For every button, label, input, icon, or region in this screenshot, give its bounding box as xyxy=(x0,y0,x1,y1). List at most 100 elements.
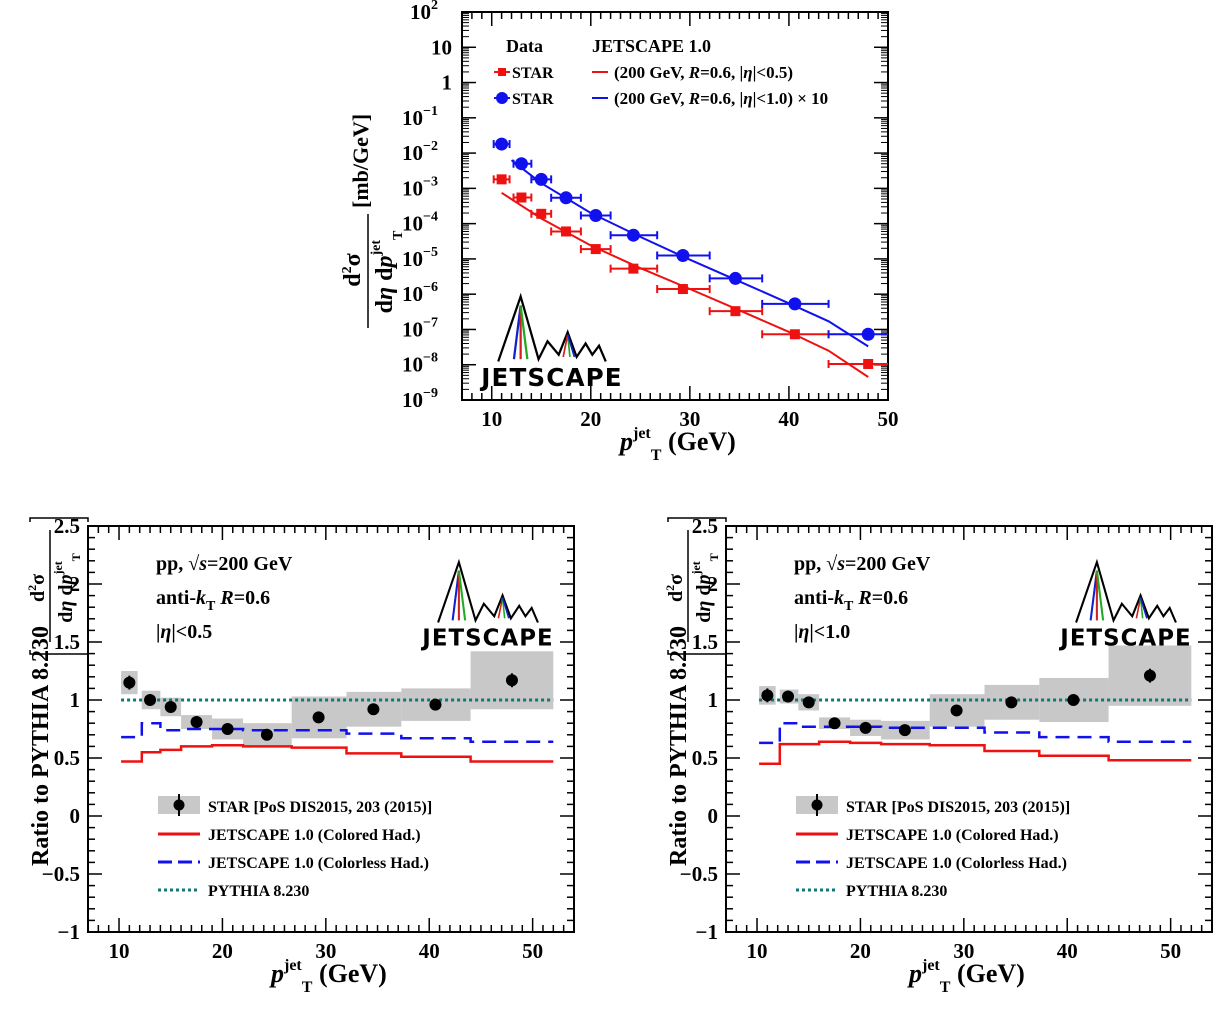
data-point-circle xyxy=(534,172,548,186)
legend-label: JETSCAPE 1.0 (Colored Had.) xyxy=(208,827,421,844)
legend-data-header: Data xyxy=(506,36,543,56)
star-point xyxy=(367,703,380,716)
logo-line-blue-2 xyxy=(501,597,510,619)
y-tick-label: 10−3 xyxy=(402,174,438,200)
y-tick-label: 1 xyxy=(70,688,81,712)
logo-line-green xyxy=(457,570,467,621)
x-tick-label: 50 xyxy=(1160,939,1181,963)
colorless-had-step xyxy=(121,721,554,744)
data-point-square xyxy=(789,329,800,340)
top-spectrum-panel: 10 20 30 40 50 10−9 10−8 10−7 10−6 10−5 10−4 10−3 10… xyxy=(340,0,899,464)
star-point xyxy=(859,721,872,734)
legend-star-point xyxy=(173,799,185,811)
y-tick-label: 0.5 xyxy=(692,746,718,770)
data-point-circle xyxy=(676,248,690,262)
y-tick-label: 2 xyxy=(70,572,81,596)
logo-text: JETSCAPE xyxy=(1058,625,1191,651)
bracket-right xyxy=(29,517,89,522)
y-tick-label: 0.5 xyxy=(54,746,80,770)
bracket-denominator: dη dpjetT xyxy=(51,553,83,623)
legend-model-label: (200 GeV, R=0.6, |η|<0.5) xyxy=(614,63,793,82)
info-jet: anti-kT R=0.6 xyxy=(794,587,908,614)
star-point xyxy=(164,700,177,713)
x-tick-label: 20 xyxy=(850,939,871,963)
jetscape-logo: JETSCAPE xyxy=(1058,558,1191,651)
legend-marker-circle xyxy=(496,92,508,104)
star-point xyxy=(1143,669,1156,682)
y-tick-label: −1 xyxy=(696,920,718,944)
jetscape-logo: JETSCAPE xyxy=(420,558,553,651)
legend-marker-square xyxy=(498,68,506,76)
logo-mountain xyxy=(1075,558,1177,624)
colored-had-step xyxy=(759,740,1192,766)
model-curve xyxy=(510,159,869,348)
bracket-denominator: dη dpjetT xyxy=(689,553,721,623)
y-tick-label: 102 xyxy=(410,0,438,24)
ratio-panel-eta10: 10 20 30 40 50−1−0.500.511.522.5pp, √s=200 G… xyxy=(663,514,1213,996)
data-point-circle xyxy=(514,157,528,171)
y-tick-label: −0.5 xyxy=(680,862,718,886)
y-tick-label: 10−9 xyxy=(402,386,438,412)
star-point xyxy=(221,723,234,735)
y-tick-label: 10 xyxy=(431,35,452,59)
legend-label: STAR [PoS DIS2015, 203 (2015)] xyxy=(208,799,432,816)
y-title-numerator: d2σ xyxy=(340,253,366,286)
colored-had-step xyxy=(121,743,554,763)
y-tick-label: 1.5 xyxy=(54,630,80,654)
star-point xyxy=(950,704,963,717)
star-point xyxy=(505,674,518,687)
x-axis-title: pjetT (GeV) xyxy=(269,957,387,996)
logo-line-green xyxy=(519,305,529,360)
data-point-square xyxy=(677,284,688,295)
x-tick-label: 30 xyxy=(953,939,974,963)
data-point-square xyxy=(863,358,874,369)
y-title-ratio: Ratio to PYTHIA 8.230 xyxy=(28,626,54,866)
x-tick-label: 50 xyxy=(522,939,543,963)
y-tick-label: 10−8 xyxy=(402,351,438,377)
ratio-panel-eta05: 10 20 30 40 50−1−0.500.511.522.5pp, √s=200 G… xyxy=(25,514,575,996)
logo-line-red-2 xyxy=(497,597,504,619)
x-tick-label: 10 xyxy=(481,407,502,431)
logo-text: JETSCAPE xyxy=(420,625,553,651)
data-point-square xyxy=(628,263,639,274)
data-point-circle xyxy=(788,297,802,311)
logo-line-red-2 xyxy=(1135,597,1142,619)
data-point-square xyxy=(561,226,572,237)
logo-line-blue-2 xyxy=(1139,597,1148,619)
y-tick-label: −1 xyxy=(58,920,80,944)
legend-label: PYTHIA 8.230 xyxy=(208,883,309,900)
legend-label: JETSCAPE 1.0 (Colorless Had.) xyxy=(208,855,429,872)
star-point xyxy=(1005,696,1018,709)
bracket-left xyxy=(667,650,727,655)
legend-label: STAR [PoS DIS2015, 203 (2015)] xyxy=(846,799,1070,816)
y-tick-label: 2 xyxy=(708,572,719,596)
legend-model-label: (200 GeV, R=0.6, |η|<1.0) × 10 xyxy=(614,89,828,108)
y-axis-title: Ratio to PYTHIA 8.230 xyxy=(666,626,692,866)
data-point-square xyxy=(590,244,601,255)
data-point-circle xyxy=(728,271,742,285)
bracket-right xyxy=(667,517,727,522)
star-point xyxy=(828,717,841,730)
x-tick-label: 10 xyxy=(109,939,130,963)
data-point-circle xyxy=(495,137,509,151)
x-tick-label: 20 xyxy=(580,407,601,431)
star-point xyxy=(312,711,325,724)
star-point xyxy=(898,724,911,737)
x-axis-title: pjetT (GeV) xyxy=(907,957,1025,996)
ratio-frame xyxy=(725,525,1213,933)
data-point-circle xyxy=(861,327,875,341)
data-point-circle xyxy=(626,228,640,242)
data-point-square xyxy=(730,306,741,317)
logo-line-blue xyxy=(451,570,460,621)
y-tick-label: 1.5 xyxy=(692,630,718,654)
y-tick-label: 10−2 xyxy=(402,139,438,165)
data-point-square xyxy=(516,192,527,203)
legend-marker-label: STAR xyxy=(512,91,554,108)
data-point-square xyxy=(536,208,547,219)
logo-line-blue-2 xyxy=(566,334,576,358)
star-point xyxy=(802,696,815,709)
y-tick-label: 10−1 xyxy=(402,104,438,130)
